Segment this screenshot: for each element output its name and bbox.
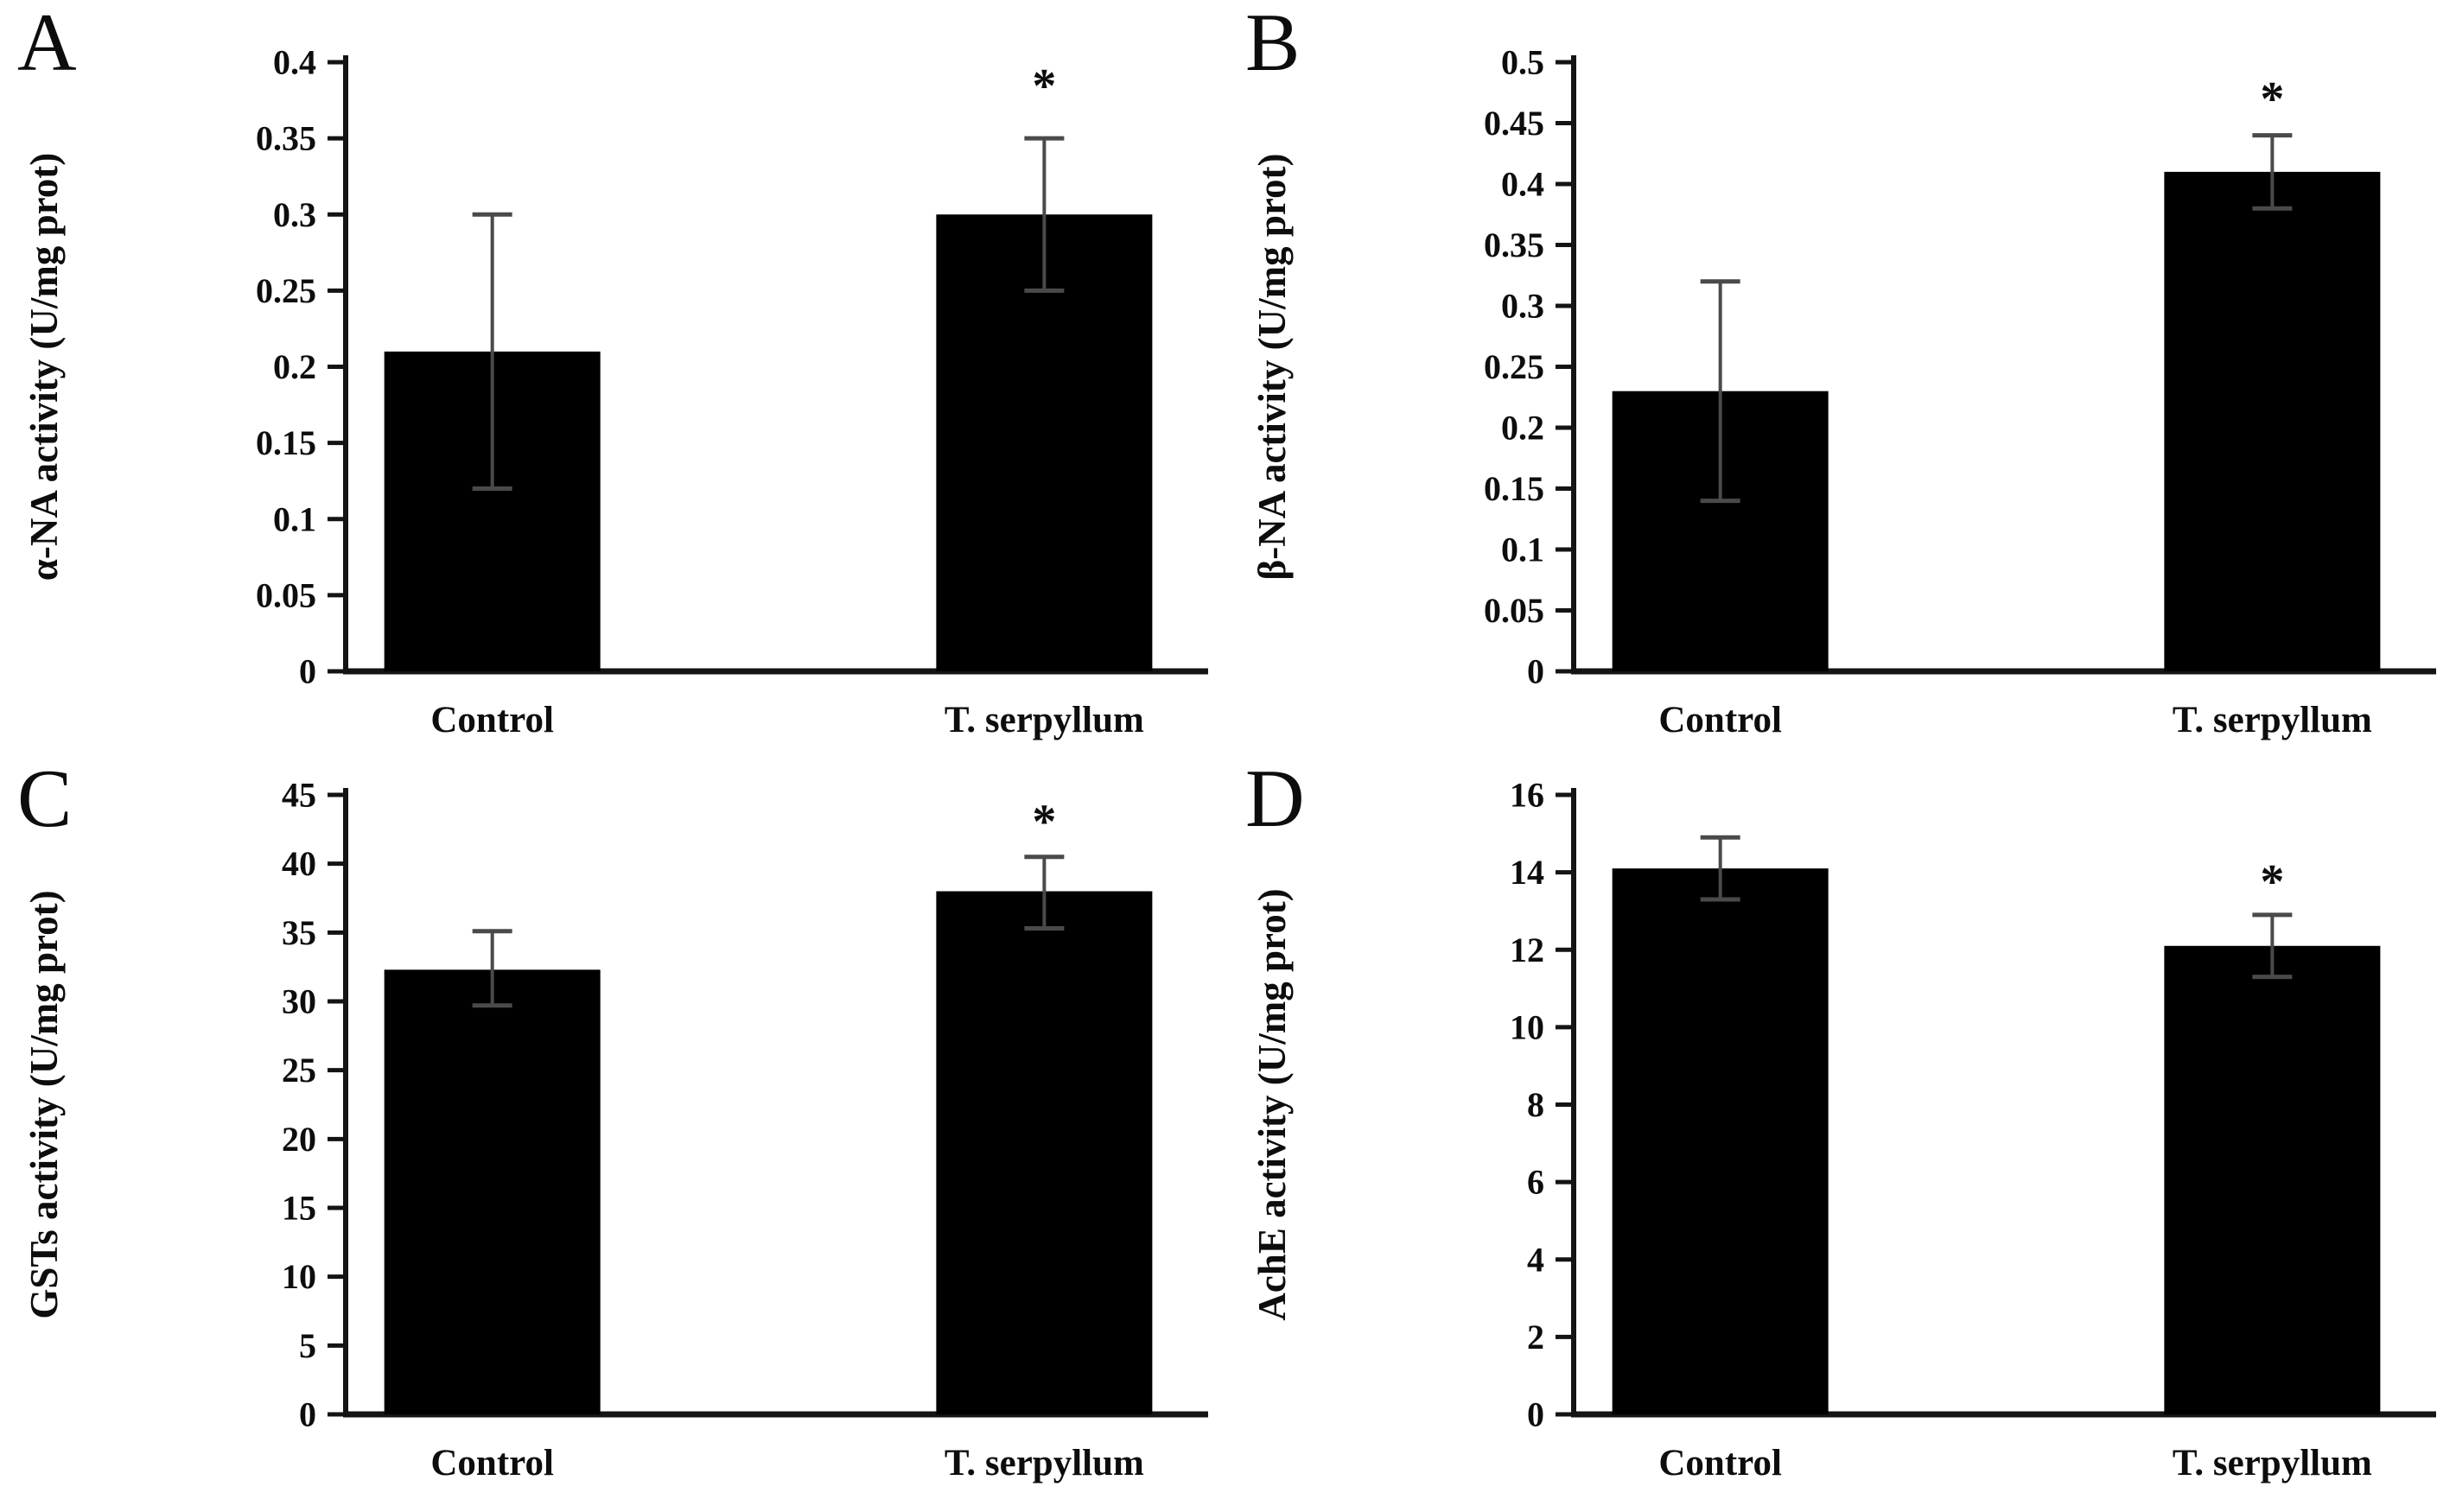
y-tick-label: 16 (1510, 776, 1544, 815)
y-tick-label: 0.05 (256, 575, 316, 614)
y-tick-label: 0 (299, 652, 316, 691)
y-tick-label: 8 (1527, 1085, 1544, 1124)
panel-c: 0 5 10 15 20 25 30 35 40 45 GSTs activity (U/mg pr… (0, 756, 1228, 1512)
y-tick-label: 20 (282, 1120, 316, 1159)
y-tick-label: 0.3 (273, 195, 316, 234)
y-tick-label: 12 (1510, 931, 1544, 969)
bar-control (1612, 868, 1829, 1414)
y-tick-label: 45 (282, 776, 316, 815)
bar-t-serpyllum (2164, 171, 2381, 671)
chart-ache-activity: 0 2 4 6 8 10 12 14 16 AchE activity (U/mg prot) Co… (1250, 776, 2436, 1483)
y-tick-label: 0.25 (1484, 347, 1544, 386)
significance-asterisk: * (2260, 73, 2284, 126)
x-category-label: Control (430, 700, 554, 740)
x-category-label: T. serpyllum (945, 1443, 1144, 1483)
y-tick-label: 40 (282, 844, 316, 883)
y-tick-label: 0.1 (273, 499, 316, 538)
y-tick-label: 4 (1527, 1240, 1544, 1279)
y-tick-label: 0.2 (273, 347, 316, 386)
y-tick-label: 0.4 (1501, 165, 1544, 204)
panel-a: 0 0.05 0.1 0.15 0.2 0.25 0.3 0.35 0.4 α-NA activi… (0, 0, 1228, 756)
chart-alpha-na-activity: 0 0.05 0.1 0.15 0.2 0.25 0.3 0.35 0.4 α-NA activi… (22, 43, 1208, 740)
panel-letter-b: B (1245, 0, 1301, 88)
y-axis-label: α-NA activity (U/mg prot) (22, 153, 66, 581)
y-tick-label: 0.5 (1501, 43, 1544, 82)
y-axis-label: β-NA activity (U/mg prot) (1250, 153, 1294, 580)
y-tick-label: 30 (282, 982, 316, 1021)
y-tick-label: 5 (299, 1326, 316, 1365)
bar-t-serpyllum (2164, 945, 2381, 1414)
y-tick-label: 0.4 (273, 43, 316, 82)
panel-letter-c: C (17, 753, 73, 844)
significance-asterisk: * (1032, 795, 1056, 848)
y-tick-label: 0 (1527, 1395, 1544, 1434)
y-tick-label: 10 (282, 1257, 316, 1296)
bar-control (384, 969, 601, 1414)
y-tick-label: 6 (1527, 1163, 1544, 1202)
y-tick-label: 0 (1527, 652, 1544, 691)
panel-d: 0 2 4 6 8 10 12 14 16 AchE activity (U/mg prot) Co… (1228, 756, 2456, 1512)
y-tick-label: 0.3 (1501, 287, 1544, 326)
y-tick-label: 0.25 (256, 271, 316, 310)
y-tick-label: 0.1 (1501, 530, 1544, 569)
y-tick-label: 0.35 (1484, 226, 1544, 264)
y-axis-label: AchE activity (U/mg prot) (1250, 888, 1294, 1320)
x-category-label: Control (1658, 700, 1782, 740)
chart-beta-na-activity: 0 0.05 0.1 0.15 0.2 0.25 0.3 0.35 0.4 0.45 0.5 β-NA… (1250, 43, 2436, 740)
y-tick-label: 25 (282, 1051, 316, 1090)
significance-asterisk: * (2260, 855, 2284, 909)
y-tick-label: 0.15 (256, 423, 316, 462)
x-category-label: T. serpyllum (2173, 700, 2372, 740)
x-category-label: Control (1658, 1443, 1782, 1483)
y-tick-label: 0 (299, 1395, 316, 1434)
y-tick-label: 0.2 (1501, 409, 1544, 448)
y-tick-label: 0.15 (1484, 469, 1544, 508)
panel-b: 0 0.05 0.1 0.15 0.2 0.25 0.3 0.35 0.4 0.45 0.5 β-NA… (1228, 0, 2456, 756)
x-category-label: T. serpyllum (945, 700, 1144, 740)
panel-letter-d: D (1245, 753, 1305, 844)
y-tick-label: 10 (1510, 1007, 1544, 1046)
y-tick-label: 15 (282, 1189, 316, 1228)
y-tick-label: 0.35 (256, 119, 316, 158)
x-category-label: T. serpyllum (2173, 1443, 2372, 1483)
panel-letter-a: A (17, 0, 77, 88)
y-tick-label: 35 (282, 913, 316, 952)
chart-gsts-activity: 0 5 10 15 20 25 30 35 40 45 GSTs activity (U/mg pr… (22, 776, 1208, 1483)
y-tick-label: 0.05 (1484, 591, 1544, 630)
y-tick-label: 14 (1510, 853, 1544, 892)
y-tick-label: 2 (1527, 1318, 1544, 1356)
y-axis-label: GSTs activity (U/mg prot) (22, 890, 66, 1318)
x-category-label: Control (430, 1443, 554, 1483)
bar-t-serpyllum (936, 891, 1153, 1414)
y-tick-label: 0.45 (1484, 104, 1544, 143)
significance-asterisk: * (1032, 60, 1056, 113)
